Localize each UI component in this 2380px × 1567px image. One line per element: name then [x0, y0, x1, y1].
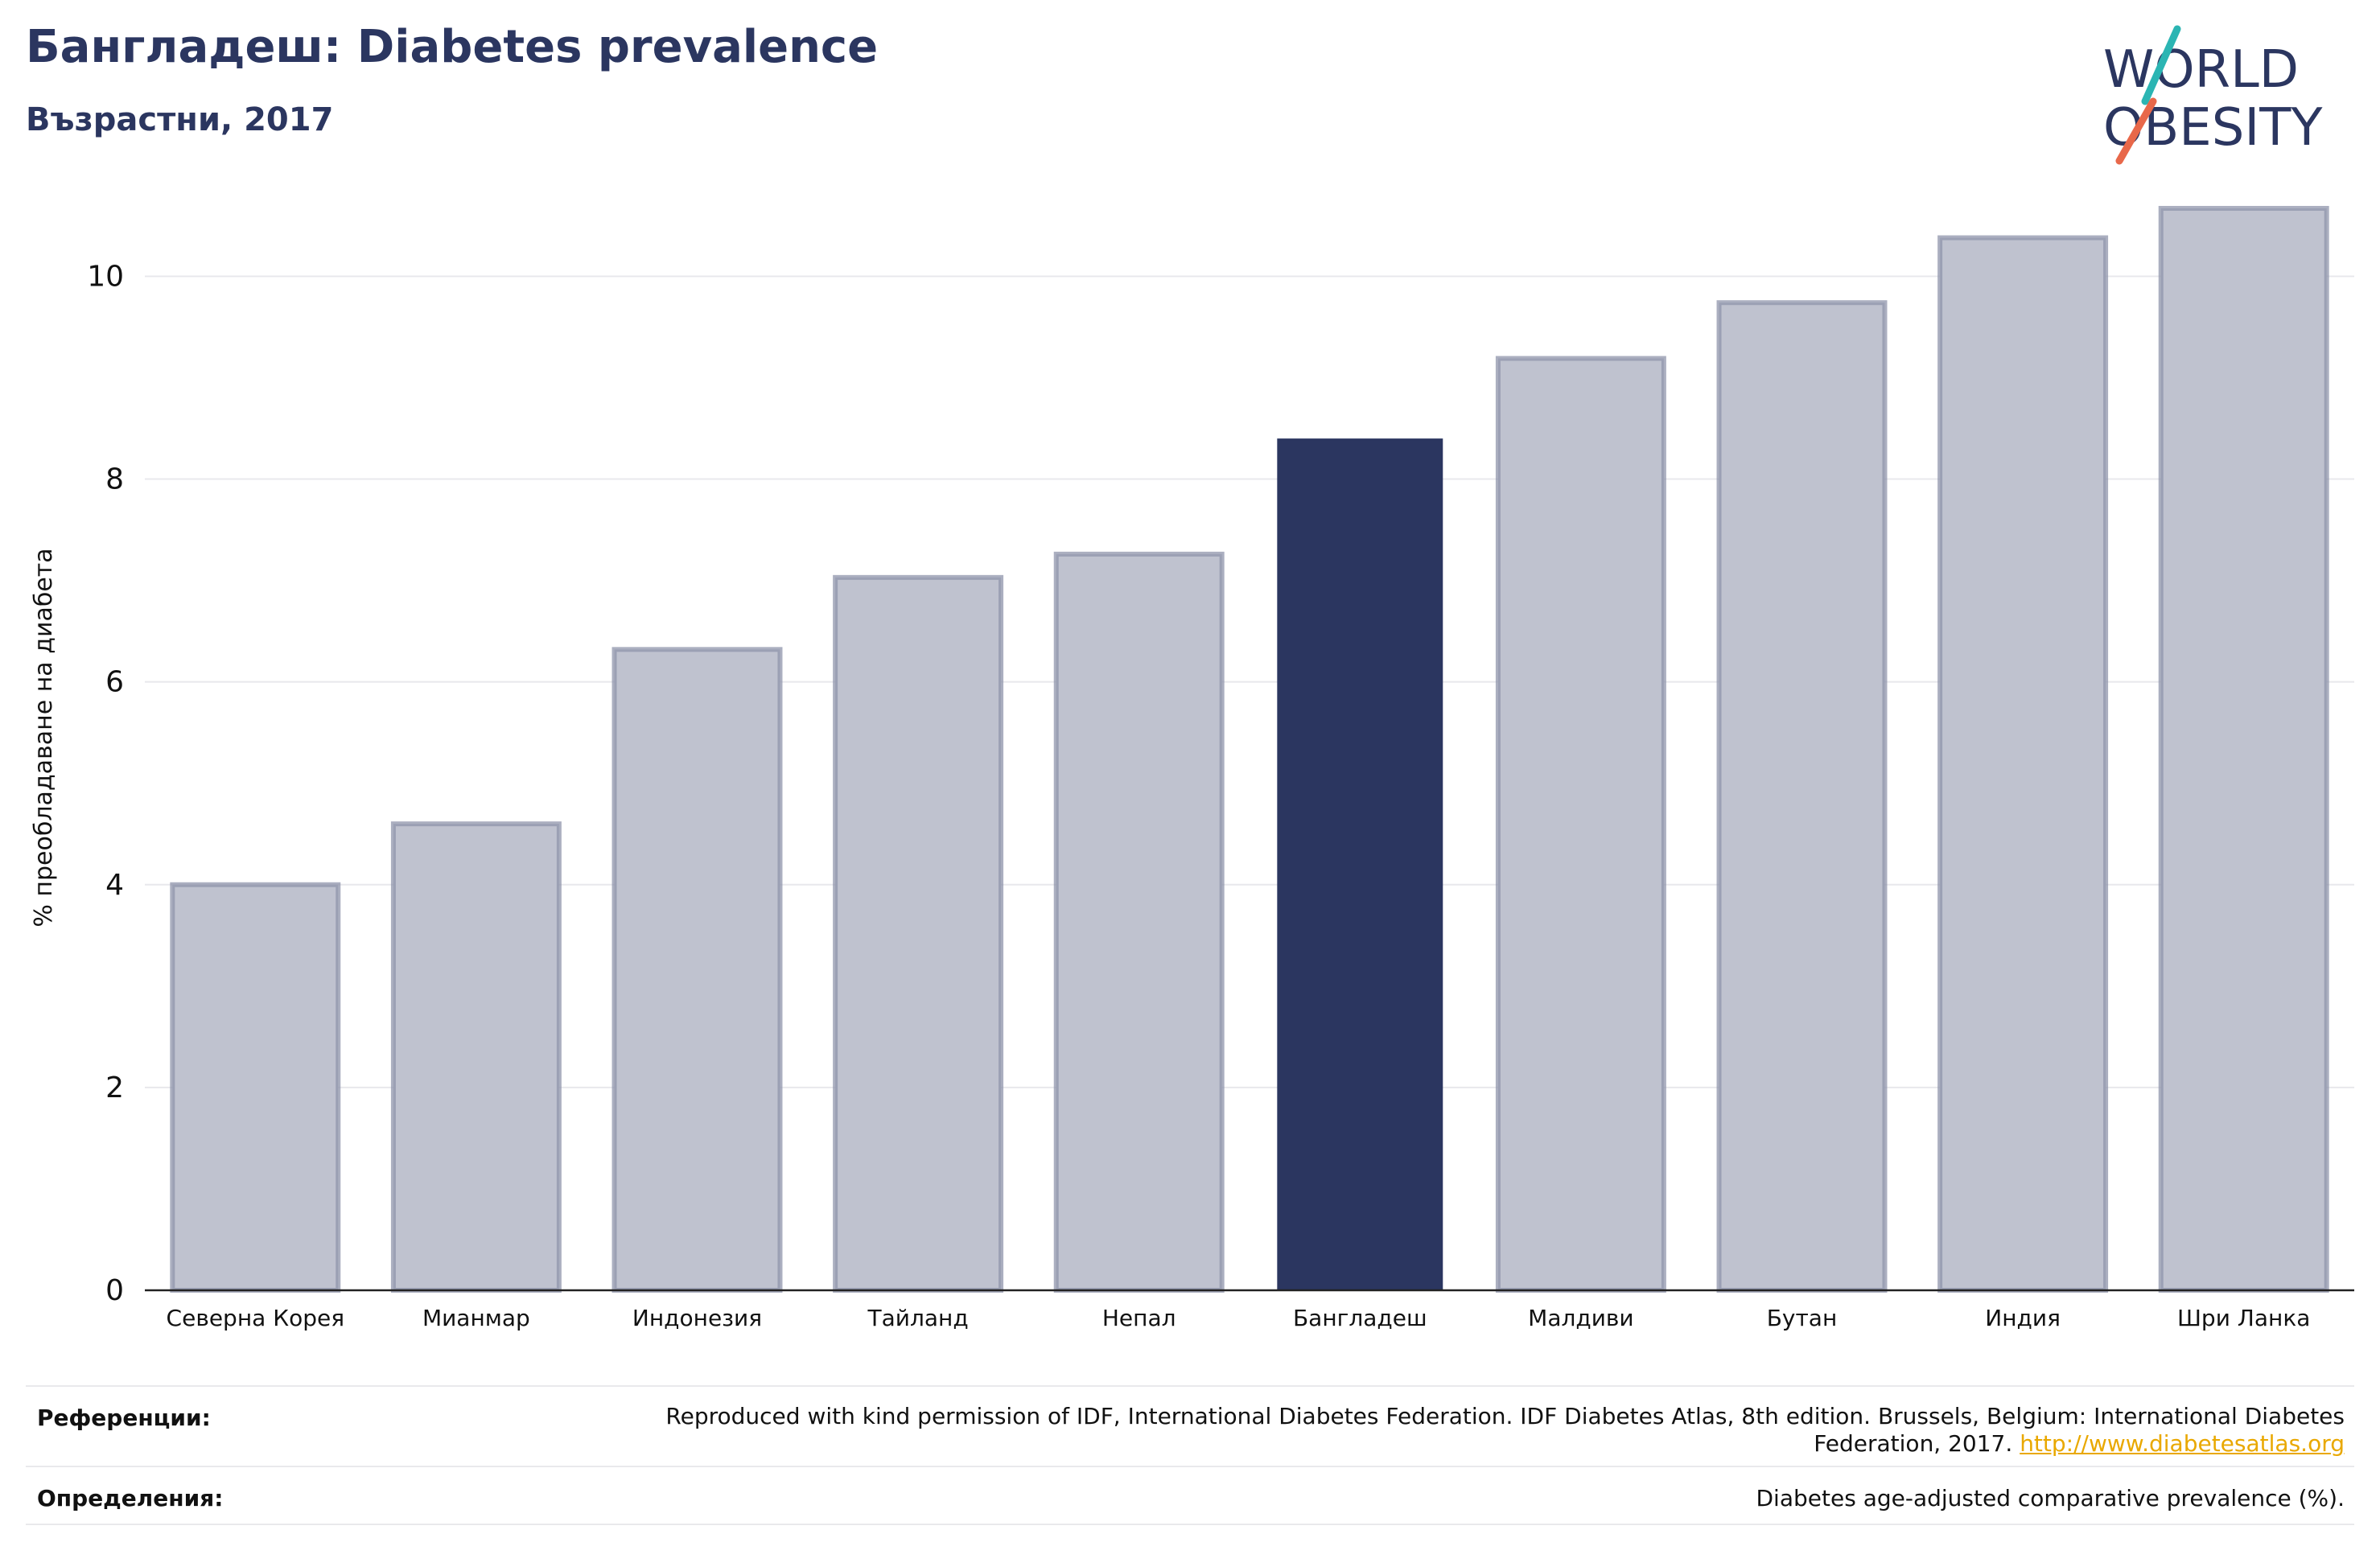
footer-divider-bottom: [26, 1524, 2354, 1525]
y-tick-label: 2: [105, 1071, 124, 1104]
definitions-label: Определения:: [37, 1485, 224, 1511]
world-obesity-logo: WORLD OBESITY: [2103, 25, 2323, 165]
bar-4: [833, 574, 1004, 1293]
bar-1: [170, 882, 341, 1293]
bar-3: [611, 647, 783, 1293]
footer-divider-top: [26, 1385, 2354, 1387]
bar-7: [1495, 356, 1666, 1293]
references-text: Reproduced with kind permission of IDF, …: [574, 1403, 2345, 1458]
bar-8: [1716, 300, 1888, 1293]
references-label: Референции:: [37, 1405, 211, 1431]
y-tick-label: 8: [105, 463, 124, 496]
x-tick-label: Индия: [1985, 1305, 2061, 1331]
definitions-text: Diabetes age-adjusted comparative preval…: [1756, 1485, 2345, 1511]
bar-5: [1053, 551, 1225, 1293]
x-tick-label: Мианмар: [422, 1305, 530, 1331]
bar-chart: 0 2 4 6 8 10 Северна Корея Мианмар Индонезия Тай…: [30, 205, 2354, 1331]
x-tick-label: Индонезия: [632, 1305, 762, 1331]
bars: [170, 205, 2329, 1293]
x-tick-label: Северна Корея: [167, 1305, 345, 1331]
references-link[interactable]: http://www.diabetesatlas.org: [2020, 1430, 2345, 1457]
logo-orange-slash: [2115, 97, 2157, 165]
references-body: Reproduced with kind permission of IDF, …: [665, 1403, 2345, 1457]
x-tick-label: Малдиви: [1528, 1305, 1633, 1331]
x-tick-label: Бангладеш: [1293, 1305, 1427, 1331]
footer-divider-middle: [26, 1466, 2354, 1467]
y-axis-ticks: 0 2 4 6 8 10: [87, 260, 124, 1307]
x-tick-label: Шри Ланка: [2177, 1305, 2310, 1331]
x-axis-ticks: Северна Корея Мианмар Индонезия Тайланд Непа…: [167, 1305, 2311, 1331]
bar-2: [390, 821, 562, 1293]
x-tick-label: Бутан: [1767, 1305, 1838, 1331]
bar-10: [2158, 205, 2329, 1293]
x-tick-label: Непал: [1102, 1305, 1176, 1331]
y-tick-label: 10: [87, 260, 124, 293]
y-axis-label: % преобладаване на диабета: [30, 548, 58, 927]
logo-line-1: WORLD: [2103, 40, 2299, 100]
y-tick-label: 4: [105, 869, 124, 902]
page-subtitle: Възрастни, 2017: [26, 101, 334, 138]
bar-9: [1937, 235, 2109, 1293]
x-tick-label: Тайланд: [867, 1305, 969, 1331]
bar-6: [1277, 438, 1443, 1290]
y-tick-label: 0: [105, 1274, 124, 1307]
page-title: Бангладеш: Diabetes prevalence: [26, 21, 879, 73]
logo-teal-slash: [2141, 25, 2181, 105]
y-tick-label: 6: [105, 666, 124, 699]
